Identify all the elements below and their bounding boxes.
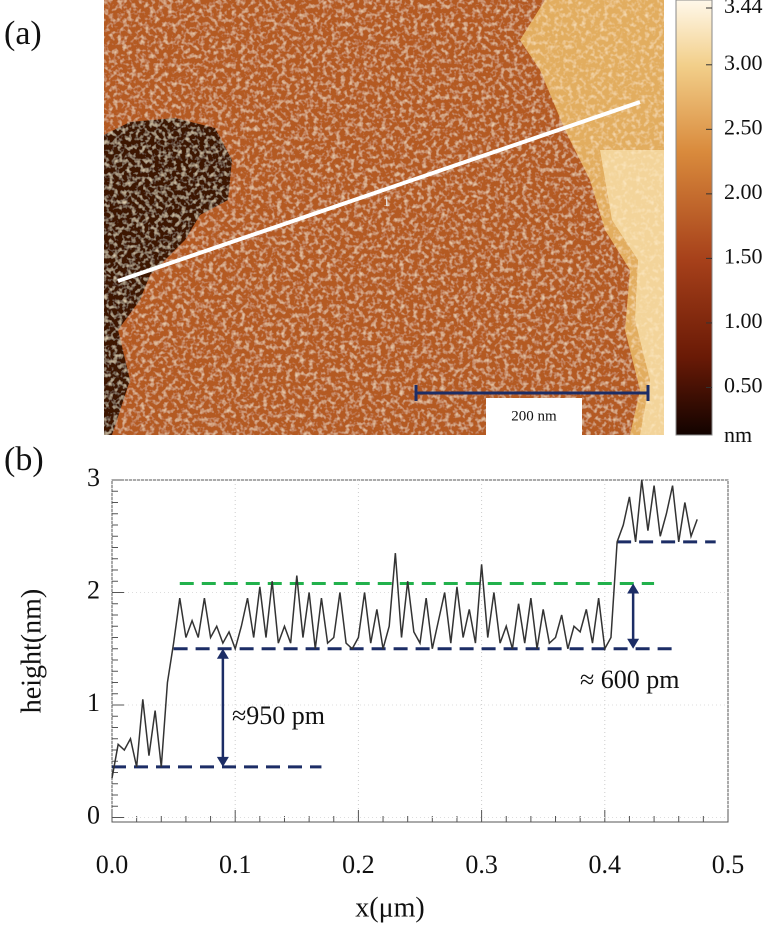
arrow-head [216,648,229,659]
x-tick-label: 0.1 [219,850,252,879]
profile-line [111,479,698,779]
colorbar-tick-label: 3.44 [724,0,763,18]
x-tick-label: 0.2 [342,850,375,879]
colorbar [675,0,713,436]
annotation: ≈950 pm [232,701,325,730]
scale-label: 200 nm [511,408,557,424]
scale-box [486,398,582,435]
colorbar-tick-label: 1.00 [724,308,763,333]
panel-label: (b) [4,441,44,478]
afm-image [104,0,664,435]
y-tick-label: 3 [87,463,100,492]
arrow-head [216,756,229,767]
x-tick-label: 0.4 [589,850,622,879]
annotation: ≈ 600 pm [580,665,680,694]
colorbar-tick-label: 0.50 [724,373,763,398]
arrow-head [627,583,640,594]
profile-label: 1 [383,195,390,210]
arrow-head [627,638,640,649]
y-tick-label: 1 [87,688,100,717]
x-tick-label: 0.3 [465,850,498,879]
x-tick-label: 0.0 [96,850,129,879]
panel-label: (a) [4,15,42,52]
plot-frame [111,479,729,823]
colorbar-tick-label: 3.00 [724,50,763,75]
y-tick-label: 2 [87,575,100,604]
colorbar-tick-label: 2.50 [724,114,763,139]
colorbar-tick-label: 1.50 [724,243,763,268]
colorbar-tick-label: 2.00 [724,179,763,204]
y-axis-label: height(nm) [16,589,47,713]
profile-line [117,100,641,283]
colorbar-unit: nm [724,422,752,447]
x-tick-label: 0.5 [712,850,745,879]
x-axis-label: x(μm) [355,892,424,923]
y-tick-label: 0 [87,800,100,829]
